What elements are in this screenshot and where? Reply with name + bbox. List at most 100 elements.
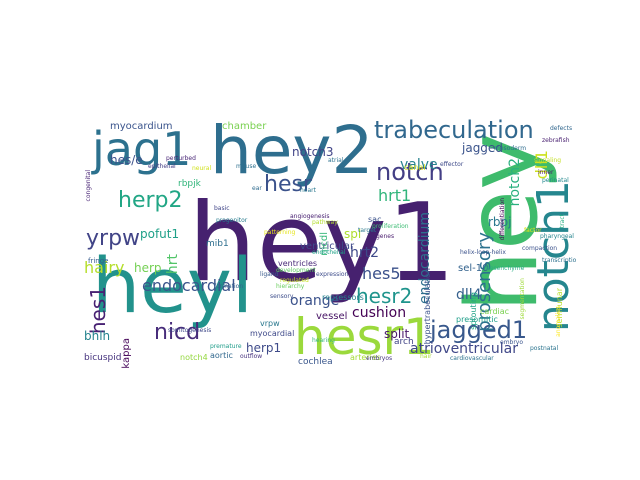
cloud-word: herp2 [118,188,183,213]
cloud-word: hesr [264,172,312,197]
cloud-word: hes/e [110,153,143,167]
cloud-word: cardiovascular [450,355,494,362]
cloud-word: helix-loop-helix [460,249,506,256]
cloud-word: transcription [542,257,576,264]
cloud-word: hrt1 [378,186,412,205]
cloud-word: sac [368,215,382,224]
cloud-word: somitogenesis [168,327,212,334]
cloud-word: mesenchyme [484,265,525,272]
cloud-word: outflow [240,353,263,360]
cloud-word: target [358,227,377,234]
cloud-word: hes5 [362,264,401,283]
cloud-word: embryos [366,355,393,362]
cloud-word: arteries [350,353,381,362]
cloud-word: mib1 [206,239,229,249]
cloud-word: hrt2 [350,245,380,261]
cloud-word: chamber [222,121,267,132]
cloud-word: hey1 [188,181,456,306]
cloud-word: presomitic [456,315,498,324]
cloud-word: myocardial [250,329,295,338]
cloud-word: hes1 [86,286,110,335]
cloud-word: dll4 [456,287,482,303]
cloud-word: aortic [210,351,233,360]
cloud-word: angiogenesis [290,213,330,220]
cloud-word: patterning [264,229,296,236]
cloud-word: genes [376,233,395,240]
cloud-word: bhlh [84,329,111,343]
cloud-word: tract [559,214,566,229]
cloud-word: hesr1 [294,308,435,366]
cloud-word: canal [404,163,426,172]
cloud-word: hairy [84,258,125,277]
cloud-word: herp [134,261,162,275]
cloud-word: sel-10 [458,263,489,274]
cloud-word: ligand [260,271,279,278]
cloud-word: compaction [522,245,558,252]
cloud-word: repressors [322,293,364,302]
cloud-word: formation [214,283,244,290]
cloud-word: heart [300,187,316,194]
cloud-word: rbpjk [178,179,201,189]
cloud-word: hair [420,353,432,360]
cloud-word: atrioventricular [410,341,518,357]
cloud-word: factor [524,227,542,234]
cloud-word: split [384,327,410,341]
cloud-word: neural [192,165,212,172]
cloud-word: perturbed [166,155,196,162]
cloud-word: valve [400,157,438,173]
cloud-word: progenitor [216,217,248,224]
cloud-word: regulated [280,277,309,284]
cloud-word: nicd [154,320,201,345]
cloud-word: vessel [316,311,348,322]
cloud-word: endothelial [312,249,346,256]
cloud-word: yrpw [86,226,141,251]
cloud-word: cardiac [480,307,510,316]
cloud-word: trabeculation [374,118,534,144]
cloud-word: basic [214,205,230,212]
cloud-word: notch4 [180,353,208,362]
cloud-word: sensory [270,293,294,300]
cloud-word: arch [394,337,414,347]
cloud-word: hesr2 [356,284,413,308]
cloud-word: fringe [88,257,109,265]
cloud-word: heyl [92,241,254,330]
cloud-word: mouse [236,163,257,170]
cloud-word: development [276,267,316,274]
cloud-word: spl [344,227,362,241]
cloud-word: differentiation [499,198,506,241]
cloud-word: rbpj [488,215,512,229]
cloud-word: notch2 [507,158,523,207]
cloud-word: hierarchy [276,283,305,290]
cloud-word: vrpw [260,319,280,328]
cloud-word: bicuspid [84,353,122,363]
cloud-word: ventricular [300,241,355,252]
cloud-word: rbpjkappa [121,338,132,368]
cloud-word: jag1 [92,122,192,176]
cloud-word: ear [252,185,262,192]
cloud-word: segmentation [519,278,526,320]
cloud-word: zebrafish [542,137,570,144]
cloud-word: pofut1 [140,227,180,241]
cloud-word: cochlea [298,357,333,367]
cloud-word: hrt [165,254,181,275]
cloud-word: congenital [85,170,92,202]
cloud-word: defects [550,125,573,132]
cloud-word: notch3 [292,145,334,159]
cloud-word: hypertrabeculation [423,268,432,345]
cloud-word: perinatal [542,177,569,184]
cloud-word: cushion [352,305,407,321]
cloud-word: effector [440,161,464,168]
cloud-word: jagged [462,141,503,155]
cloud-word: notch [376,158,444,186]
cloud-word: expression [316,271,349,278]
cloud-word: jagged1 [430,316,528,344]
cloud-word: signaling [534,157,562,164]
cloud-word: proliferation [372,223,409,230]
cloud-word: pathway [312,219,338,226]
cloud-word: ventricles [278,259,318,268]
cloud-word: myocardium [110,121,173,132]
word-cloud-panel: hey1 hey hey2 heyl hesr1 jag1 notch1 trabeculat… [80,118,576,368]
cloud-word: herp1 [246,341,282,355]
cloud-word: embryo [500,339,524,346]
